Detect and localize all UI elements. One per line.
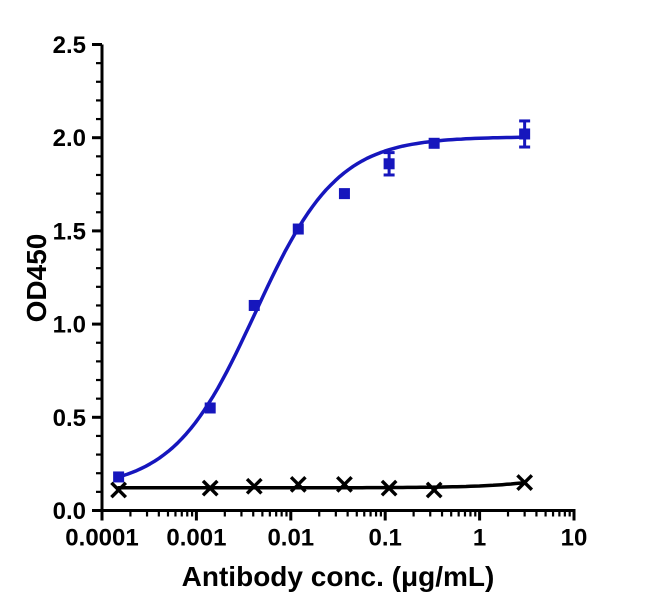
data-point-x xyxy=(110,481,128,499)
data-point-square xyxy=(519,128,531,140)
axis-ticks xyxy=(92,43,576,521)
y-tick-label: 2.5 xyxy=(53,32,86,59)
axes xyxy=(100,44,576,512)
tick-labels: 0.0001 0.001 0.01 0.1 1 10 0.0 0.5 1.0 1.5 2.0 2.5 xyxy=(53,32,588,552)
data-point-x xyxy=(289,475,307,493)
data-point-square xyxy=(248,299,260,311)
data-point-square xyxy=(292,223,304,235)
fit-curves xyxy=(116,135,527,490)
y-tick-label: 0.0 xyxy=(53,498,86,525)
data-point-x xyxy=(380,479,398,497)
y-tick-label: 1.0 xyxy=(53,312,86,339)
x-tick-label: 0.001 xyxy=(166,525,226,552)
y-tick-label: 0.5 xyxy=(53,405,86,432)
data-point-square xyxy=(383,158,395,170)
x-tick-label: 0.0001 xyxy=(65,525,138,552)
fit-curve-antibody-binding xyxy=(116,135,527,479)
data-point-x xyxy=(336,475,353,493)
data-point-square xyxy=(113,471,125,483)
data-point-x xyxy=(425,481,443,499)
y-tick-label: 2.0 xyxy=(53,125,86,152)
data-markers xyxy=(110,128,534,499)
data-point-x xyxy=(516,474,534,491)
data-point-square xyxy=(338,188,350,200)
error-bars xyxy=(383,119,531,177)
y-axis-title: OD450 xyxy=(21,234,52,323)
y-tick-label: 1.5 xyxy=(53,218,86,245)
data-point-x xyxy=(201,479,219,497)
x-tick-label: 10 xyxy=(561,525,588,552)
x-tick-label: 0.1 xyxy=(369,525,402,552)
x-tick-label: 0.01 xyxy=(267,525,314,552)
fit-curve-negative-control xyxy=(116,480,527,490)
data-point-square xyxy=(428,137,440,149)
data-point-square xyxy=(204,402,216,414)
x-axis-title: Antibody conc. (μg/mL) xyxy=(182,561,495,592)
x-tick-label: 1 xyxy=(473,525,486,552)
data-point-x xyxy=(245,477,263,495)
